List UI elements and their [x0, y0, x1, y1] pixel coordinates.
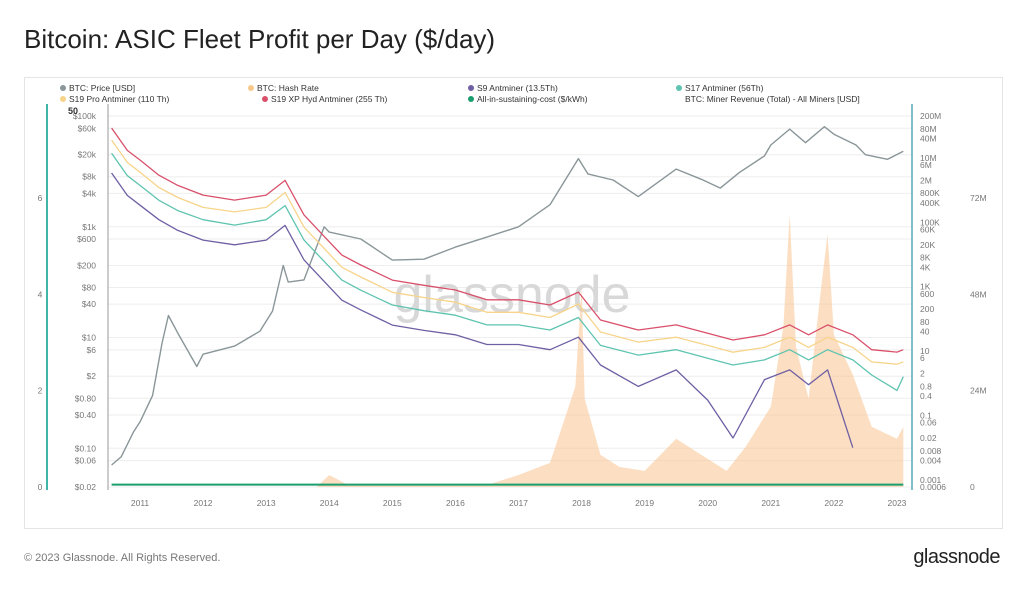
price-tick-label: $600	[77, 234, 96, 244]
x-tick-label: 2019	[635, 498, 654, 508]
legend-swatch	[468, 96, 474, 102]
profit-tick-label: 6	[920, 353, 925, 363]
cost-tick-label: 2	[38, 386, 43, 396]
legend-item: S19 XP Hyd Antminer (255 Th)	[271, 94, 388, 104]
x-tick-label: 2023	[887, 498, 906, 508]
profit-tick-label: 2	[920, 369, 925, 379]
legend-swatch	[60, 96, 66, 102]
profit-tick-label: 6M	[920, 160, 932, 170]
profit-tick-label: 40	[920, 327, 930, 337]
revenue-tick-label: 48M	[970, 289, 987, 299]
profit-tick-label: 60K	[920, 224, 935, 234]
price-tick-label: $0.02	[75, 482, 97, 492]
page-title: Bitcoin: ASIC Fleet Profit per Day ($/da…	[24, 24, 496, 54]
x-tick-label: 2020	[698, 498, 717, 508]
price-tick-label: $10	[82, 333, 96, 343]
x-tick-label: 2017	[509, 498, 528, 508]
legend-item: All-in-sustaining-cost ($/kWh)	[477, 94, 588, 104]
btc-price-line	[111, 126, 904, 466]
legend-item: S9 Antminer (13.5Th)	[477, 83, 558, 93]
profit-line-s9-antminer	[111, 172, 854, 448]
price-tick-label: $0.40	[75, 410, 97, 420]
legend-swatch	[60, 85, 66, 91]
revenue-tick-label: 24M	[970, 386, 987, 396]
legend-swatch	[248, 85, 254, 91]
price-tick-label: $8k	[82, 172, 96, 182]
price-tick-label: $0.06	[75, 456, 97, 466]
legend-item: S17 Antminer (56Th)	[685, 83, 764, 93]
price-tick-label: $100k	[73, 111, 97, 121]
copyright: © 2023 Glassnode. All Rights Reserved.	[24, 552, 221, 564]
profit-tick-label: 0.0006	[920, 482, 946, 492]
profit-tick-label: 20K	[920, 240, 935, 250]
profit-tick-label: 40M	[920, 134, 937, 144]
x-tick-label: 2016	[446, 498, 465, 508]
legend-item: BTC: Price [USD]	[69, 83, 135, 93]
price-axis-top-label: 50	[68, 106, 78, 116]
price-tick-label: $20k	[78, 150, 97, 160]
price-tick-label: $200	[77, 260, 96, 270]
price-tick-label: $2	[87, 371, 97, 381]
miner-revenue-area	[111, 214, 904, 487]
profit-tick-label: 4K	[920, 262, 931, 272]
legend-swatch	[676, 85, 682, 91]
x-tick-label: 2015	[383, 498, 402, 508]
price-tick-label: $80	[82, 283, 96, 293]
profit-line-s19-pro	[111, 139, 904, 365]
legend-item: S19 Pro Antminer (110 Th)	[69, 94, 169, 104]
profit-tick-label: 1K	[920, 282, 931, 292]
profit-tick-label: 0.1	[920, 410, 932, 420]
glassnode-logo: glassnode	[913, 546, 1000, 568]
profit-tick-label: 0.06	[920, 418, 937, 428]
profit-tick-label: 80M	[920, 124, 937, 134]
cost-tick-label: 6	[38, 193, 43, 203]
profit-line-s17-antminer	[111, 152, 904, 392]
profit-tick-label: 0.4	[920, 391, 932, 401]
profit-tick-label: 800K	[920, 188, 940, 198]
x-tick-label: 2022	[824, 498, 843, 508]
price-tick-label: $60k	[78, 123, 97, 133]
profit-tick-label: 0.008	[920, 446, 942, 456]
x-tick-label: 2021	[761, 498, 780, 508]
legend-swatch	[468, 85, 474, 91]
x-tick-label: 2014	[320, 498, 339, 508]
revenue-tick-label: 72M	[970, 193, 987, 203]
profit-tick-label: 100K	[920, 217, 940, 227]
cost-tick-label: 0	[38, 482, 43, 492]
price-tick-label: $40	[82, 299, 96, 309]
legend-swatch	[262, 96, 268, 102]
legend-item: BTC: Hash Rate	[257, 83, 319, 93]
price-tick-label: $6	[87, 345, 97, 355]
profit-tick-label: 10M	[920, 153, 937, 163]
x-tick-label: 2012	[194, 498, 213, 508]
x-tick-label: 2011	[131, 498, 150, 508]
profit-tick-label: 600	[920, 289, 934, 299]
profit-tick-label: 8K	[920, 253, 931, 263]
price-tick-label: $1k	[82, 222, 96, 232]
profit-tick-label: 0.02	[920, 433, 937, 443]
profit-tick-label: 10	[920, 346, 930, 356]
price-tick-label: $0.80	[75, 393, 97, 403]
profit-tick-label: 400K	[920, 198, 940, 208]
profit-tick-label: 200M	[920, 111, 941, 121]
x-tick-label: 2013	[257, 498, 276, 508]
cost-tick-label: 4	[38, 289, 43, 299]
price-tick-label: $4k	[82, 188, 96, 198]
profit-tick-label: 0.001	[920, 475, 942, 485]
watermark: glassnode	[393, 266, 630, 324]
profit-tick-label: 2M	[920, 175, 932, 185]
profit-line-s19-xp	[111, 127, 904, 353]
profit-tick-label: 0.8	[920, 381, 932, 391]
legend-item: BTC: Miner Revenue (Total) - All Miners …	[685, 94, 860, 104]
revenue-tick-label: 0	[970, 482, 975, 492]
profit-tick-label: 0.004	[920, 455, 942, 465]
profit-tick-label: 80	[920, 317, 930, 327]
profit-tick-label: 200	[920, 304, 934, 314]
chart-frame	[24, 77, 1003, 529]
price-tick-label: $0.10	[75, 443, 97, 453]
x-tick-label: 2018	[572, 498, 591, 508]
